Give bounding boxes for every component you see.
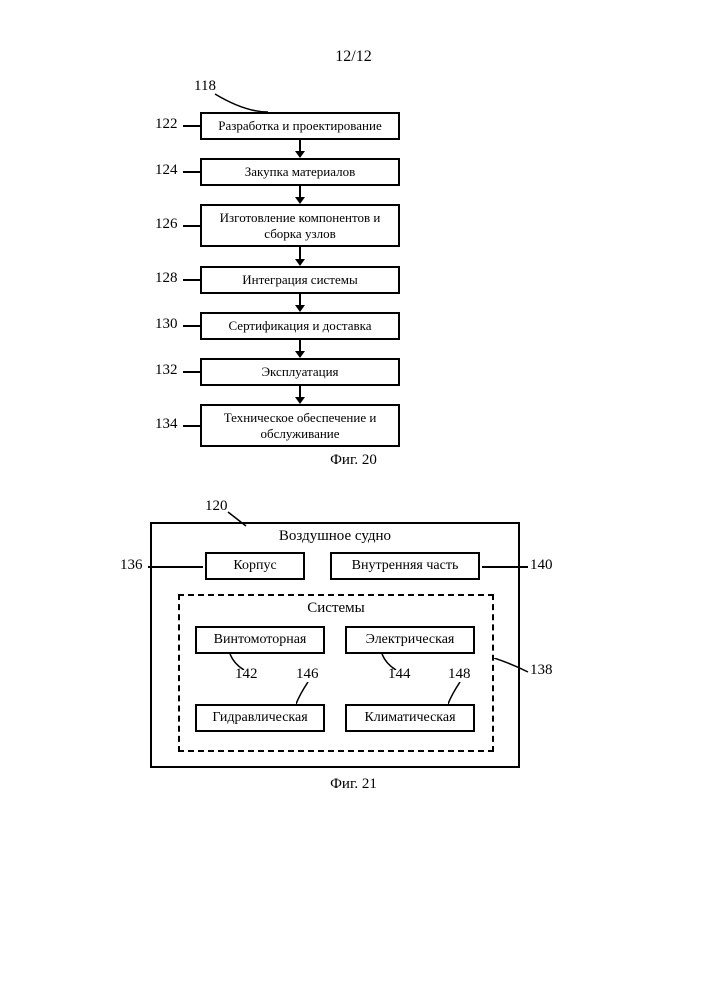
box-гидравлическая: Гидравлическая (195, 704, 325, 732)
lead-146 (296, 682, 314, 706)
box-sys3-label: Климатическая (364, 710, 455, 726)
flow-lead-134 (183, 425, 200, 427)
ref-140: 140 (530, 557, 553, 574)
flow-lead-126 (183, 225, 200, 227)
box-interior: Внутренняя часть (330, 552, 480, 580)
ref-138: 138 (530, 662, 553, 679)
lead-144 (380, 654, 398, 670)
box-sys0-label: Винтомоторная (214, 632, 307, 648)
systems-title: Системы (178, 600, 494, 617)
flow-ref-128: 128 (155, 270, 178, 287)
ref-148: 148 (448, 666, 471, 683)
flow-lead-130 (183, 325, 200, 327)
box-sys2-label: Гидравлическая (212, 710, 307, 726)
flow-step-3: Интеграция системы (200, 266, 400, 294)
flow-step-5: Эксплуатация (200, 358, 400, 386)
flow-step-4: Сертификация и доставка (200, 312, 400, 340)
flow-lead-124 (183, 171, 200, 173)
fig21-caption: Фиг. 21 (0, 776, 707, 793)
flow-step-0: Разработка и проектирование (200, 112, 400, 140)
box-korpus-label: Корпус (233, 558, 276, 574)
flow-ref-124: 124 (155, 162, 178, 179)
page-number: 12/12 (0, 48, 707, 66)
flow-ref-122: 122 (155, 116, 178, 133)
lead-138 (494, 658, 530, 678)
ref-136: 136 (120, 557, 143, 574)
box-interior-label: Внутренняя часть (352, 558, 459, 574)
flow-step-6: Техническое обеспечение и обслуживание (200, 404, 400, 447)
lead-140 (482, 566, 528, 568)
box-электрическая: Электрическая (345, 626, 475, 654)
fig20-caption: Фиг. 20 (0, 452, 707, 469)
flow-ref-134: 134 (155, 416, 178, 433)
ref-146: 146 (296, 666, 319, 683)
flow-arrow-2 (294, 246, 306, 266)
box-sys1-label: Электрическая (366, 632, 455, 648)
box-климатическая: Климатическая (345, 704, 475, 732)
flow-lead-122 (183, 125, 200, 127)
lead-148 (448, 682, 466, 706)
flow-ref-126: 126 (155, 216, 178, 233)
flow-arrow-1 (294, 184, 306, 204)
flow-arrow-0 (294, 138, 306, 158)
lead-142 (228, 654, 246, 670)
flow-ref-132: 132 (155, 362, 178, 379)
lead-136 (148, 566, 203, 568)
flow-step-2: Изготовление компонентов и сборка узлов (200, 204, 400, 247)
flow-ref-130: 130 (155, 316, 178, 333)
flow-lead-132 (183, 371, 200, 373)
flow-arrow-4 (294, 338, 306, 358)
box-korpus: Корпус (205, 552, 305, 580)
box-vinтомоторная: Винтомоторная (195, 626, 325, 654)
flow-arrow-5 (294, 384, 306, 404)
aircraft-title: Воздушное судно (150, 528, 520, 545)
flow-step-1: Закупка материалов (200, 158, 400, 186)
flow-lead-128 (183, 279, 200, 281)
flow-arrow-3 (294, 292, 306, 312)
